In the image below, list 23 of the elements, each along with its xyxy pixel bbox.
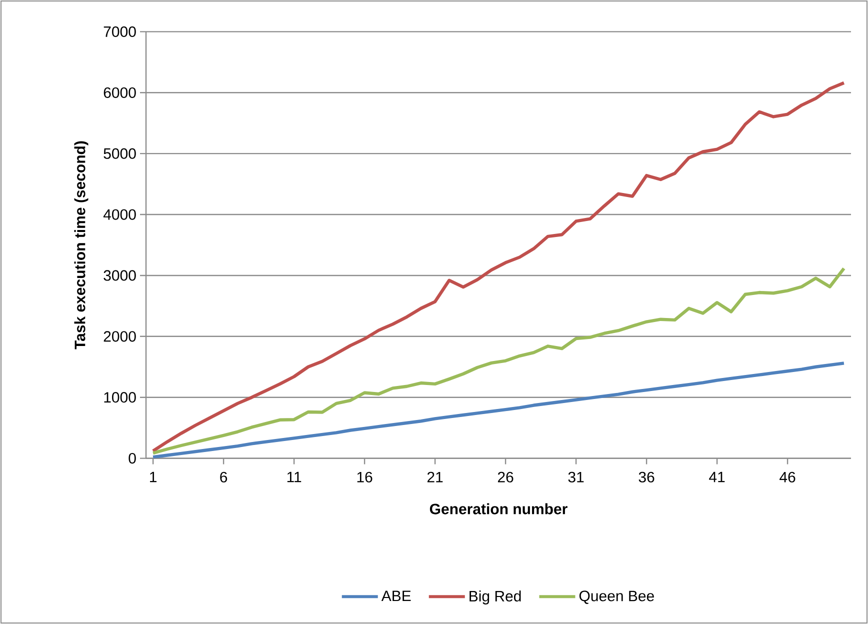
y-tick-label: 2000	[104, 331, 136, 342]
x-tick-label: 46	[780, 472, 796, 482]
y-tick-label: 0	[128, 452, 136, 464]
x-tick-label: 26	[498, 472, 514, 482]
x-tick-label: 21	[427, 472, 443, 482]
x-axis-title: Generation number	[430, 503, 568, 514]
y-tick-label: 7000	[104, 26, 136, 38]
x-tick-label: 31	[568, 472, 584, 482]
legend-label: ABE	[381, 590, 411, 602]
y-tick-label: 1000	[104, 392, 136, 403]
x-tick-label: 36	[638, 472, 654, 482]
legend-label: Queen Bee	[579, 590, 654, 604]
y-tick-label: 4000	[103, 209, 136, 220]
x-tick-label: 1	[150, 472, 156, 482]
y-tick-label: 3000	[104, 270, 136, 281]
x-tick-label: 11	[287, 472, 302, 482]
y-tick-label: 5000	[104, 148, 136, 159]
y-axis-title: Task execution time (second)	[74, 141, 88, 350]
x-tick-label: 6	[220, 472, 228, 482]
x-tick-label: 41	[709, 472, 725, 482]
x-tick-label: 16	[357, 472, 372, 482]
y-tick-label: 6000	[104, 87, 136, 98]
legend-label: Big Red	[470, 590, 521, 604]
